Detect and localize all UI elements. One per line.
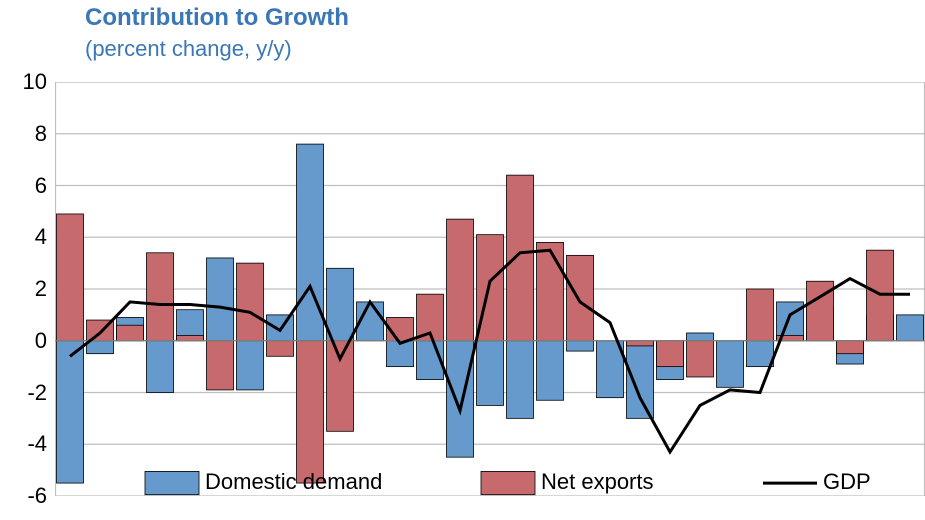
y-tick-label: 0 [0, 330, 47, 352]
y-tick-label: 4 [0, 226, 47, 248]
chart-svg: Domestic demand Net exports GDP [55, 82, 925, 496]
legend-label: Net exports [541, 469, 654, 494]
plot-area: Domestic demand Net exports GDP [55, 82, 925, 496]
y-tick-label: 8 [0, 123, 47, 145]
y-tick-label: 10 [0, 71, 47, 93]
y-tick-label: -2 [0, 382, 47, 404]
chart-container: Contribution to Growth (percent change, … [0, 0, 925, 520]
y-tick-label: 2 [0, 278, 47, 300]
y-tick-label: 6 [0, 175, 47, 197]
y-tick-label: -4 [0, 433, 47, 455]
legend-label: GDP [823, 469, 871, 494]
chart-title: Contribution to Growth [85, 4, 349, 32]
legend-label: Domestic demand [205, 469, 382, 494]
y-tick-label: -6 [0, 485, 47, 507]
y-axis-labels: -6-4-20246810 [0, 82, 55, 496]
chart-subtitle: (percent change, y/y) [85, 36, 292, 62]
